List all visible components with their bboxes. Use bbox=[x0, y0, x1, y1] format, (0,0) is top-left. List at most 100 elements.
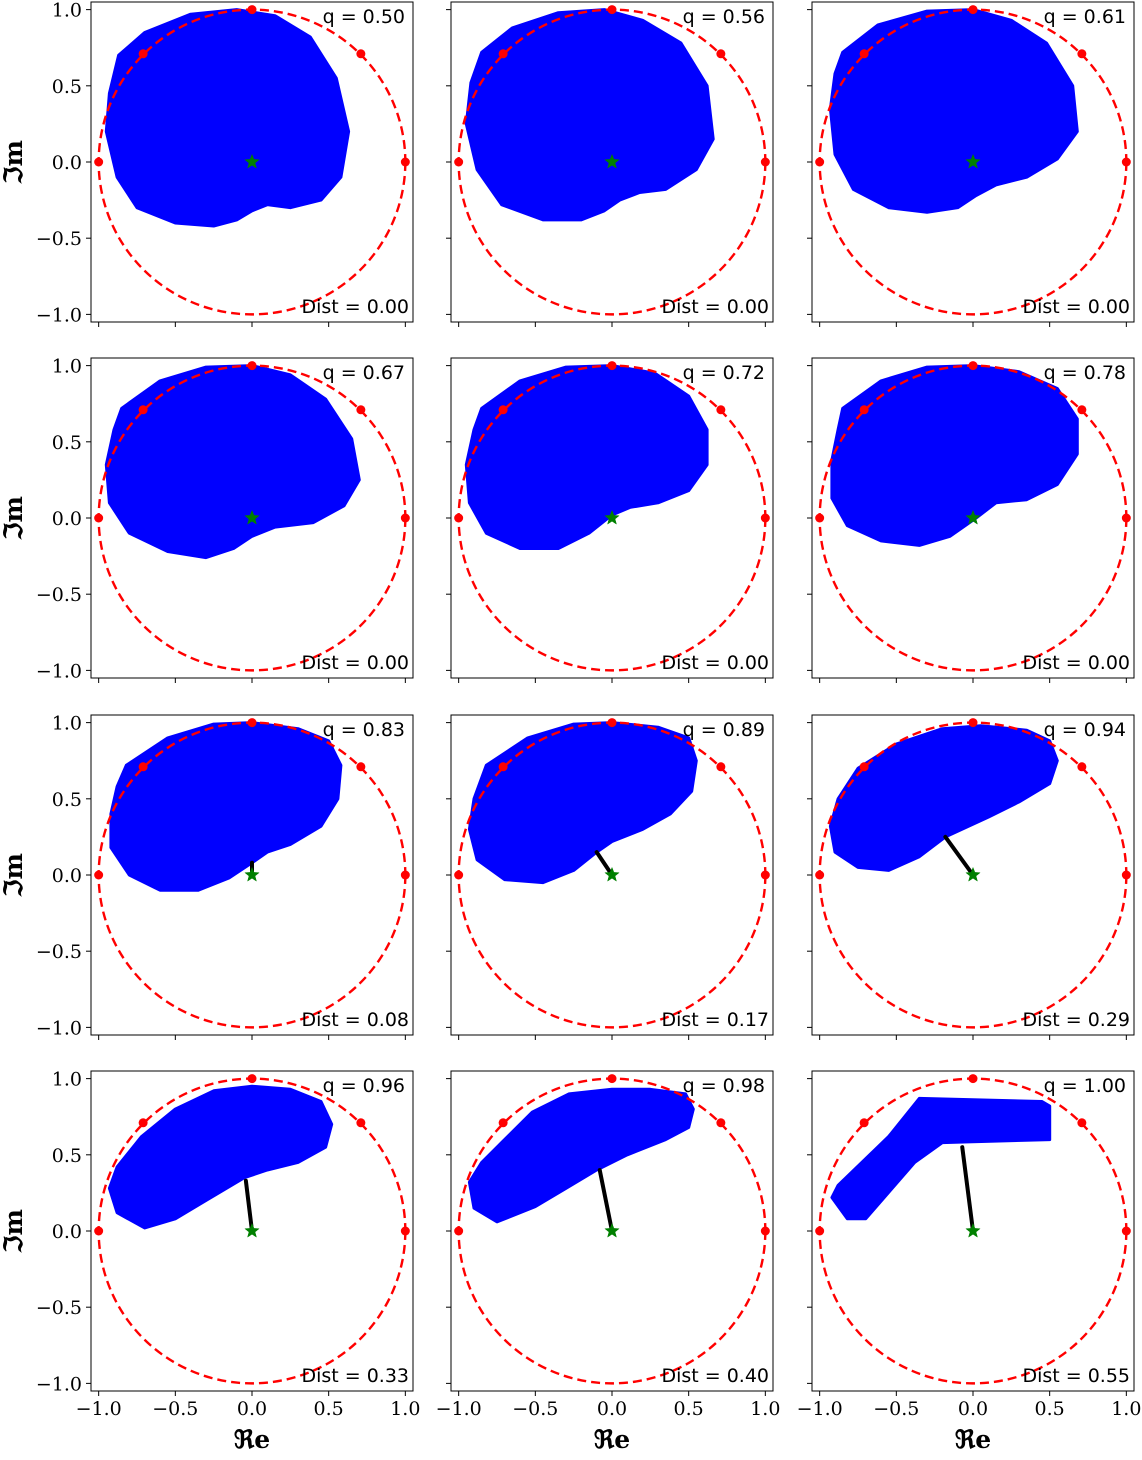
distance-line bbox=[597, 1168, 614, 1233]
y-axis-label: ℑm bbox=[0, 853, 28, 898]
root-point bbox=[400, 1226, 410, 1236]
dist-label: Dist = 0.00 bbox=[661, 296, 769, 318]
x-axis-label: ℜe bbox=[594, 1425, 630, 1454]
y-tick-label: 0.5 bbox=[52, 432, 82, 454]
y-tick-label: 0.5 bbox=[52, 789, 82, 811]
root-point bbox=[968, 361, 978, 371]
target-star bbox=[244, 153, 260, 169]
panel: −1.0 −0.5 0.0 0.5 1.0 −1.0 −0.5 0.0 0.5 1.0 q = 0.… bbox=[0, 1069, 420, 1454]
q-label: q = 0.96 bbox=[323, 1075, 405, 1097]
root-point bbox=[94, 157, 104, 167]
q-label: q = 0.72 bbox=[683, 362, 765, 384]
root-point bbox=[716, 405, 726, 415]
panel-content bbox=[815, 361, 1131, 672]
panel-content bbox=[94, 1074, 410, 1385]
root-point bbox=[607, 1074, 617, 1084]
x-axis-label: ℜe bbox=[234, 1425, 270, 1454]
y-tick-label: 1.0 bbox=[52, 1069, 82, 1091]
root-point bbox=[356, 762, 366, 772]
panel-content bbox=[454, 361, 770, 672]
feasible-region bbox=[828, 8, 1079, 214]
y-tick-label: −0.5 bbox=[36, 1297, 82, 1319]
x-tick-label: 1.0 bbox=[750, 1398, 780, 1420]
root-point bbox=[815, 157, 825, 167]
y-tick-label: 0.5 bbox=[52, 1145, 82, 1167]
y-axis-label: ℑm bbox=[0, 496, 28, 541]
dist-label: Dist = 0.00 bbox=[301, 652, 409, 674]
y-tick-label: −0.5 bbox=[36, 584, 82, 606]
q-label: q = 0.50 bbox=[323, 6, 405, 28]
root-point bbox=[815, 513, 825, 523]
y-tick-label: −1.0 bbox=[36, 1373, 82, 1395]
target-star bbox=[604, 153, 620, 169]
root-point bbox=[498, 1118, 508, 1128]
panel: q = 0.78 Dist = 0.00 bbox=[807, 357, 1135, 683]
root-point bbox=[1077, 1118, 1087, 1128]
y-tick-label: 1.0 bbox=[52, 0, 82, 22]
root-point bbox=[247, 718, 257, 728]
q-label: q = 0.61 bbox=[1044, 6, 1126, 28]
x-axis-label: ℜe bbox=[955, 1425, 991, 1454]
root-point bbox=[1121, 513, 1131, 523]
y-tick-label: 1.0 bbox=[52, 713, 82, 735]
dist-label: Dist = 0.08 bbox=[301, 1009, 409, 1031]
x-tick-label: 0.0 bbox=[958, 1398, 988, 1420]
x-tick-label: 1.0 bbox=[390, 1398, 420, 1420]
root-point bbox=[859, 1118, 869, 1128]
dist-label: Dist = 0.00 bbox=[1022, 652, 1130, 674]
y-tick-label: −0.5 bbox=[36, 941, 82, 963]
panel-content bbox=[815, 1074, 1131, 1385]
dist-label: Dist = 0.33 bbox=[301, 1365, 409, 1387]
y-tick-label: −0.5 bbox=[36, 228, 82, 250]
y-tick-label: 0.0 bbox=[52, 508, 82, 530]
target-star bbox=[604, 866, 620, 882]
root-point bbox=[138, 762, 148, 772]
root-point bbox=[760, 513, 770, 523]
root-point bbox=[94, 1226, 104, 1236]
panel-content bbox=[94, 5, 410, 316]
target-star bbox=[965, 1222, 981, 1238]
x-tick-label: −0.5 bbox=[152, 1398, 198, 1420]
target-star bbox=[965, 153, 981, 169]
root-point bbox=[1121, 1226, 1131, 1236]
root-point bbox=[94, 870, 104, 880]
q-label: q = 0.67 bbox=[323, 362, 405, 384]
dist-label: Dist = 0.29 bbox=[1022, 1009, 1130, 1031]
root-point bbox=[859, 762, 869, 772]
x-tick-label: 0.5 bbox=[1035, 1398, 1065, 1420]
root-point bbox=[760, 870, 770, 880]
feasible-region bbox=[467, 1087, 695, 1224]
root-point bbox=[454, 870, 464, 880]
root-point bbox=[138, 1118, 148, 1128]
panel-content bbox=[454, 718, 770, 1029]
distance-line bbox=[943, 834, 975, 877]
y-tick-label: 1.0 bbox=[52, 356, 82, 378]
root-point bbox=[454, 157, 464, 167]
root-point bbox=[815, 870, 825, 880]
dist-label: Dist = 0.00 bbox=[661, 652, 769, 674]
root-point bbox=[859, 405, 869, 415]
panel-content bbox=[815, 718, 1131, 1029]
panel-content bbox=[815, 5, 1131, 316]
x-tick-label: −1.0 bbox=[436, 1398, 482, 1420]
root-point bbox=[1077, 49, 1087, 59]
q-label: q = 1.00 bbox=[1044, 1075, 1126, 1097]
dist-label: Dist = 0.00 bbox=[301, 296, 409, 318]
y-tick-label: 0.5 bbox=[52, 76, 82, 98]
panel: q = 0.89 Dist = 0.17 bbox=[446, 714, 774, 1040]
x-tick-label: 0.5 bbox=[674, 1398, 704, 1420]
y-tick-label: −1.0 bbox=[36, 660, 82, 682]
panel: −1.0 −0.5 0.0 0.5 1.0 q = 1.00 Dist = 0.55 ℜe bbox=[797, 1070, 1141, 1454]
feasible-region bbox=[107, 1084, 334, 1230]
y-tick-label: 0.0 bbox=[52, 152, 82, 174]
distance-line bbox=[960, 1145, 975, 1233]
root-point bbox=[859, 49, 869, 59]
root-point bbox=[968, 5, 978, 15]
root-point bbox=[607, 5, 617, 15]
root-point bbox=[716, 49, 726, 59]
target-star bbox=[965, 866, 981, 882]
root-point bbox=[1077, 405, 1087, 415]
x-tick-label: 1.0 bbox=[1111, 1398, 1141, 1420]
x-tick-label: −1.0 bbox=[797, 1398, 843, 1420]
x-tick-label: 0.0 bbox=[597, 1398, 627, 1420]
